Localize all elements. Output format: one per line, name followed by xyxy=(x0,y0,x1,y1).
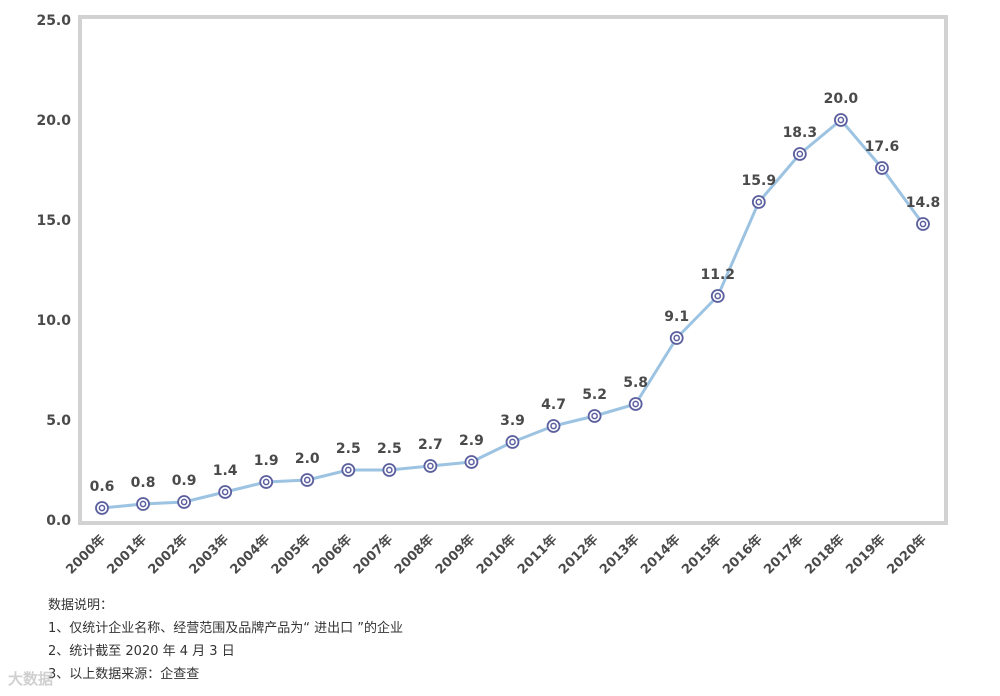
data-label: 1.9 xyxy=(254,453,279,469)
data-point xyxy=(916,217,930,231)
y-tick-label: 0.0 xyxy=(46,513,71,529)
data-point xyxy=(505,435,520,449)
y-tick-label: 25.0 xyxy=(36,13,71,29)
data-label: 14.8 xyxy=(906,195,941,211)
data-point xyxy=(792,147,807,161)
x-tick-label: 2002年 xyxy=(145,532,191,578)
x-tick-label: 2000年 xyxy=(63,532,109,578)
data-label: 2.5 xyxy=(377,441,402,457)
y-tick-label: 10.0 xyxy=(36,313,71,329)
x-tick-label: 2008年 xyxy=(391,532,437,578)
data-label: 4.7 xyxy=(541,397,566,413)
y-tick-label: 5.0 xyxy=(46,413,71,429)
data-label: 2.9 xyxy=(459,433,484,449)
x-tick-label: 2010年 xyxy=(473,532,519,578)
x-tick-label: 2004年 xyxy=(227,532,273,578)
data-point xyxy=(834,113,848,127)
x-tick-label: 2009年 xyxy=(432,532,478,578)
data-point xyxy=(464,455,479,469)
x-tick-label: 2012年 xyxy=(555,532,601,578)
line-chart: 0.0 5.0 10.0 15.0 20.0 25.0 2000年 2001年 2002年 20… xyxy=(36,13,948,578)
x-tick-label: 2006年 xyxy=(309,532,355,578)
data-point xyxy=(136,497,150,511)
data-label: 1.4 xyxy=(213,463,238,479)
data-point xyxy=(382,463,397,477)
data-point xyxy=(177,495,192,509)
data-label: 0.8 xyxy=(131,475,156,491)
data-label: 20.0 xyxy=(824,91,859,107)
x-tick-label: 2003年 xyxy=(186,532,232,578)
y-tick-label: 15.0 xyxy=(36,213,71,229)
x-tick-label: 2018年 xyxy=(802,532,848,578)
x-tick-label: 2017年 xyxy=(761,532,807,578)
data-point xyxy=(259,475,274,489)
data-point xyxy=(710,289,725,303)
data-label: 2.5 xyxy=(336,441,361,457)
x-tick-label: 2005年 xyxy=(268,532,314,578)
data-label: 2.0 xyxy=(295,451,320,467)
data-label: 5.2 xyxy=(582,387,607,403)
data-label: 0.9 xyxy=(172,473,197,489)
data-point xyxy=(218,485,233,499)
x-tick-label: 2016年 xyxy=(720,532,766,578)
x-axis-ticks: 2000年2001年2002年2003年2004年2005年2006年2007年… xyxy=(63,532,930,578)
data-label: 0.6 xyxy=(90,479,115,495)
x-tick-label: 2015年 xyxy=(678,532,724,578)
data-point xyxy=(875,161,889,175)
data-point xyxy=(341,463,356,477)
data-label: 17.6 xyxy=(865,139,900,155)
data-notes: 数据说明： 1、仅统计企业名称、经营范围及品牌产品为“ 进出口 ”的企业 2、统… xyxy=(48,594,948,686)
data-label: 11.2 xyxy=(700,267,735,283)
data-labels: 0.6 0.8 0.9 1.4 1.9 2.0 2.5 2.5 2.7 2.9 3.9 4.7 5.2 5… xyxy=(90,91,941,495)
x-tick-label: 2014年 xyxy=(637,532,683,578)
x-tick-label: 2001年 xyxy=(104,532,150,578)
data-point xyxy=(669,331,684,345)
y-axis-ticks: 0.0 5.0 10.0 15.0 20.0 25.0 xyxy=(36,13,71,529)
x-tick-label: 2020年 xyxy=(884,532,930,578)
x-tick-label: 2007年 xyxy=(350,532,396,578)
data-label: 5.8 xyxy=(623,375,648,391)
watermark-logo: 大数据 xyxy=(8,670,54,688)
data-label: 2.7 xyxy=(418,437,443,453)
data-point xyxy=(300,473,315,487)
data-point xyxy=(587,409,602,423)
data-point xyxy=(95,501,109,515)
x-tick-label: 2013年 xyxy=(596,532,642,578)
chart-svg: 0.05.010.015.020.025.0 2000年2001年2002年20… xyxy=(36,13,948,578)
note-item-2: 2、统计截至 2020 年 4 月 3 日 xyxy=(48,644,235,659)
data-point xyxy=(751,195,766,209)
data-label: 9.1 xyxy=(664,309,689,325)
data-point xyxy=(628,397,643,411)
data-label: 3.9 xyxy=(500,413,525,429)
y-tick-label: 20.0 xyxy=(36,113,71,129)
x-tick-label: 2019年 xyxy=(843,532,889,578)
notes-heading: 数据说明： xyxy=(48,598,114,613)
data-point xyxy=(546,419,561,433)
data-label: 18.3 xyxy=(783,125,818,141)
x-tick-label: 2011年 xyxy=(514,532,560,578)
data-points xyxy=(95,113,930,515)
data-label: 15.9 xyxy=(742,173,777,189)
note-item-3: 3、以上数据来源：企查查 xyxy=(48,667,200,682)
note-item-1: 1、仅统计企业名称、经营范围及品牌产品为“ 进出口 ”的企业 xyxy=(48,621,404,636)
data-point xyxy=(423,459,438,473)
